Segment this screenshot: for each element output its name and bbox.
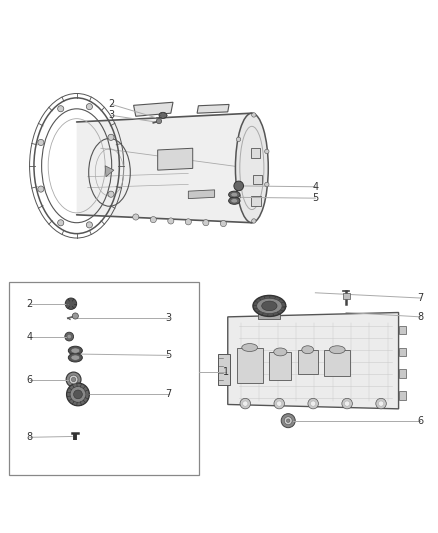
Circle shape: [286, 419, 290, 423]
Text: 8: 8: [27, 432, 33, 442]
Circle shape: [342, 398, 352, 409]
Bar: [399, 369, 406, 378]
Ellipse shape: [68, 353, 82, 362]
Polygon shape: [188, 190, 215, 199]
Circle shape: [240, 398, 251, 409]
Text: 4: 4: [27, 332, 33, 342]
Circle shape: [58, 220, 64, 226]
Ellipse shape: [261, 301, 277, 311]
Text: 8: 8: [417, 312, 424, 322]
Text: 3: 3: [109, 110, 115, 120]
Ellipse shape: [253, 295, 286, 317]
Circle shape: [252, 113, 256, 117]
Text: 5: 5: [312, 193, 318, 203]
Circle shape: [38, 139, 44, 146]
Text: 1: 1: [223, 367, 229, 377]
Circle shape: [69, 375, 78, 384]
Circle shape: [67, 334, 71, 339]
Polygon shape: [158, 148, 193, 170]
Circle shape: [220, 221, 226, 227]
Ellipse shape: [229, 197, 240, 204]
Circle shape: [203, 220, 209, 226]
Circle shape: [74, 390, 82, 399]
Circle shape: [265, 149, 269, 154]
Ellipse shape: [302, 346, 314, 354]
Bar: [253, 174, 262, 184]
Bar: [237, 348, 263, 383]
Circle shape: [281, 414, 295, 427]
Ellipse shape: [257, 298, 282, 313]
Circle shape: [234, 181, 244, 191]
Circle shape: [72, 313, 78, 319]
Circle shape: [308, 398, 318, 409]
Bar: [324, 350, 350, 376]
Polygon shape: [105, 166, 114, 177]
Circle shape: [168, 218, 174, 224]
Circle shape: [150, 216, 156, 223]
Circle shape: [58, 106, 64, 112]
Circle shape: [65, 332, 74, 341]
Circle shape: [265, 182, 269, 187]
Text: 6: 6: [27, 375, 33, 384]
Bar: [399, 326, 406, 334]
Circle shape: [38, 186, 44, 192]
Ellipse shape: [71, 348, 80, 353]
Text: 5: 5: [166, 350, 172, 360]
Bar: [9, 282, 199, 474]
Polygon shape: [77, 113, 252, 223]
Circle shape: [252, 219, 256, 223]
Circle shape: [274, 398, 285, 409]
Circle shape: [70, 386, 86, 402]
Polygon shape: [228, 312, 399, 409]
Circle shape: [185, 219, 191, 225]
Text: 6: 6: [417, 416, 424, 426]
Ellipse shape: [231, 199, 238, 203]
Text: 3: 3: [166, 313, 172, 323]
Bar: [258, 311, 280, 319]
Bar: [298, 350, 318, 374]
Ellipse shape: [235, 113, 268, 223]
Polygon shape: [134, 102, 173, 116]
Circle shape: [284, 417, 292, 425]
Circle shape: [65, 298, 77, 310]
Text: 4: 4: [312, 182, 318, 192]
Circle shape: [108, 134, 114, 140]
Text: 7: 7: [166, 390, 172, 399]
Ellipse shape: [68, 346, 82, 355]
Circle shape: [66, 372, 81, 387]
Ellipse shape: [159, 112, 167, 118]
Circle shape: [277, 401, 282, 406]
Bar: [399, 391, 406, 400]
Bar: [399, 348, 406, 356]
Circle shape: [86, 103, 92, 110]
Circle shape: [86, 222, 92, 228]
Polygon shape: [197, 104, 229, 113]
Ellipse shape: [231, 192, 238, 197]
Bar: [343, 293, 350, 300]
Circle shape: [71, 377, 76, 382]
Circle shape: [133, 214, 139, 220]
Bar: [251, 148, 260, 158]
Bar: [218, 354, 230, 385]
Ellipse shape: [242, 344, 258, 351]
Text: 7: 7: [417, 293, 424, 303]
Text: 2: 2: [27, 298, 33, 309]
Ellipse shape: [329, 346, 345, 354]
Ellipse shape: [274, 348, 287, 356]
Bar: [251, 197, 261, 206]
Circle shape: [378, 401, 384, 406]
Circle shape: [156, 118, 162, 124]
Ellipse shape: [71, 355, 80, 360]
Circle shape: [311, 401, 316, 406]
Text: 2: 2: [109, 100, 115, 109]
Circle shape: [243, 401, 248, 406]
Circle shape: [376, 398, 386, 409]
Circle shape: [344, 401, 350, 406]
Circle shape: [237, 195, 241, 199]
Circle shape: [108, 191, 114, 197]
Bar: [269, 352, 291, 381]
Ellipse shape: [229, 191, 240, 198]
Circle shape: [237, 137, 241, 141]
Circle shape: [67, 383, 89, 406]
